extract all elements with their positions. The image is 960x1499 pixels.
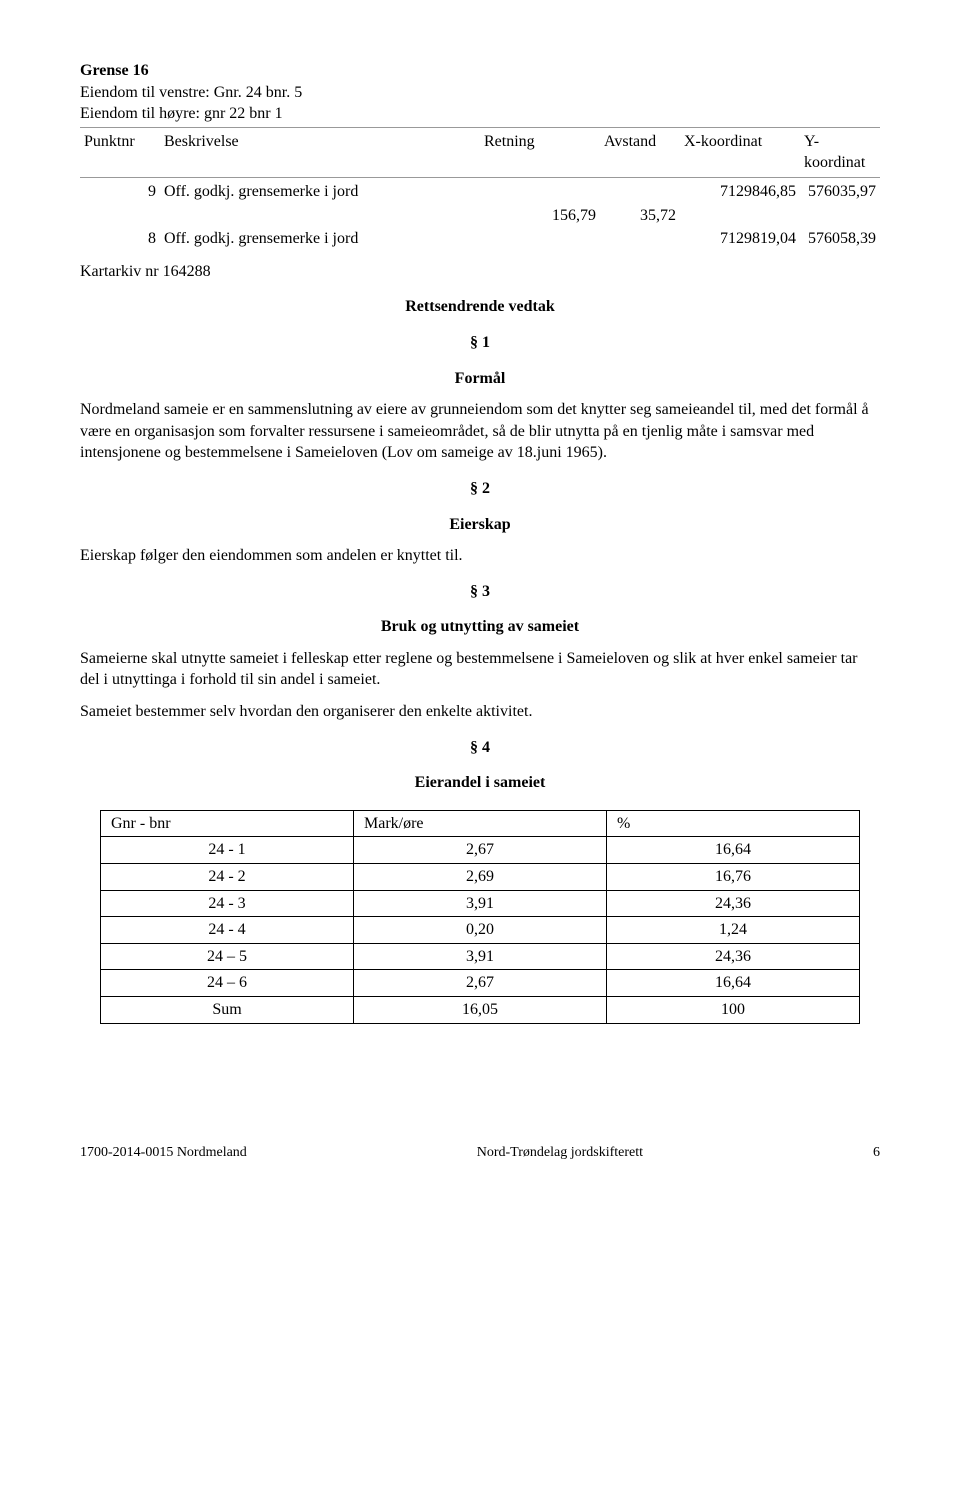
cell-x: 7129819,04: [680, 227, 800, 251]
cell: 24,36: [607, 890, 860, 917]
s3-title: Bruk og utnytting av sameiet: [80, 616, 880, 638]
table-row: 24 - 1 2,67 16,64: [101, 837, 860, 864]
footer-left: 1700-2014-0015 Nordmeland: [80, 1144, 247, 1163]
table-row: 24 – 5 3,91 24,36: [101, 943, 860, 970]
s1-title: Formål: [80, 368, 880, 390]
th-markore: Mark/øre: [354, 810, 607, 837]
s2-num: § 2: [80, 478, 880, 500]
cell-punktnr: 9: [80, 180, 160, 204]
s3-num: § 3: [80, 581, 880, 603]
s4-num: § 4: [80, 737, 880, 759]
cell: 16,64: [607, 837, 860, 864]
col-punktnr: Punktnr: [80, 130, 160, 175]
eiendom-hoyre: Eiendom til høyre: gnr 22 bnr 1: [80, 103, 880, 125]
cell-y: 576058,39: [800, 227, 880, 251]
eierandel-table: Gnr - bnr Mark/øre % 24 - 1 2,67 16,64 2…: [100, 810, 860, 1024]
col-retning: Retning: [480, 130, 600, 175]
table-header-row: Gnr - bnr Mark/øre %: [101, 810, 860, 837]
kartarkiv-text: Kartarkiv nr 164288: [80, 261, 880, 283]
s1-para: Nordmeland sameie er en sammenslutning a…: [80, 399, 880, 464]
cell-besk: Off. godkj. grensemerke i jord: [160, 180, 480, 204]
cell: 24 - 1: [101, 837, 354, 864]
cell: 1,24: [607, 917, 860, 944]
cell: 24 - 4: [101, 917, 354, 944]
cell-besk: Off. godkj. grensemerke i jord: [160, 227, 480, 251]
table-row: 24 – 6 2,67 16,64: [101, 970, 860, 997]
eiendom-venstre: Eiendom til venstre: Gnr. 24 bnr. 5: [80, 82, 880, 104]
cell: 24 – 6: [101, 970, 354, 997]
table-row: 24 - 2 2,69 16,76: [101, 864, 860, 891]
footer: 1700-2014-0015 Nordmeland Nord-Trøndelag…: [80, 1144, 880, 1163]
coord-table: Punktnr Beskrivelse Retning Avstand X-ko…: [80, 130, 880, 251]
cell: 16,64: [607, 970, 860, 997]
cell-avst: 35,72: [600, 204, 680, 228]
cell-x: 7129846,85: [680, 180, 800, 204]
cell: 100: [607, 997, 860, 1024]
th-gnrbnr: Gnr - bnr: [101, 810, 354, 837]
col-avstand: Avstand: [600, 130, 680, 175]
cell: 24 - 3: [101, 890, 354, 917]
cell-punktnr: 8: [80, 227, 160, 251]
table-row: 24 - 4 0,20 1,24: [101, 917, 860, 944]
doc-heading: Grense 16: [80, 60, 880, 82]
cell: 16,76: [607, 864, 860, 891]
cell: 16,05: [354, 997, 607, 1024]
cell-retn: 156,79: [480, 204, 600, 228]
coord-mid-row: 156,79 35,72: [80, 204, 880, 228]
cell-y: 576035,97: [800, 180, 880, 204]
coord-header-row: Punktnr Beskrivelse Retning Avstand X-ko…: [80, 130, 880, 175]
cell: 2,67: [354, 837, 607, 864]
cell: 24,36: [607, 943, 860, 970]
col-x: X-koordinat: [680, 130, 800, 175]
cell: 2,69: [354, 864, 607, 891]
cell: 3,91: [354, 943, 607, 970]
th-percent: %: [607, 810, 860, 837]
divider: [80, 127, 880, 128]
s2-para: Eierskap følger den eiendommen som andel…: [80, 545, 880, 567]
s3-para1: Sameierne skal utnytte sameiet i fellesk…: [80, 648, 880, 691]
cell: Sum: [101, 997, 354, 1024]
cell: 24 - 2: [101, 864, 354, 891]
footer-mid: Nord-Trøndelag jordskifterett: [477, 1144, 643, 1163]
s1-num: § 1: [80, 332, 880, 354]
s4-title: Eierandel i sameiet: [80, 772, 880, 794]
cell: 3,91: [354, 890, 607, 917]
footer-page: 6: [873, 1144, 880, 1163]
col-beskrivelse: Beskrivelse: [160, 130, 480, 175]
table-sum-row: Sum 16,05 100: [101, 997, 860, 1024]
coord-row: 9 Off. godkj. grensemerke i jord 7129846…: [80, 180, 880, 204]
cell: 2,67: [354, 970, 607, 997]
table-row: 24 - 3 3,91 24,36: [101, 890, 860, 917]
cell: 0,20: [354, 917, 607, 944]
col-y: Y-koordinat: [800, 130, 880, 175]
divider: [80, 177, 880, 178]
s2-title: Eierskap: [80, 514, 880, 536]
s3-para2: Sameiet bestemmer selv hvordan den organ…: [80, 701, 880, 723]
rettsendrende-heading: Rettsendrende vedtak: [80, 296, 880, 318]
cell: 24 – 5: [101, 943, 354, 970]
coord-row: 8 Off. godkj. grensemerke i jord 7129819…: [80, 227, 880, 251]
